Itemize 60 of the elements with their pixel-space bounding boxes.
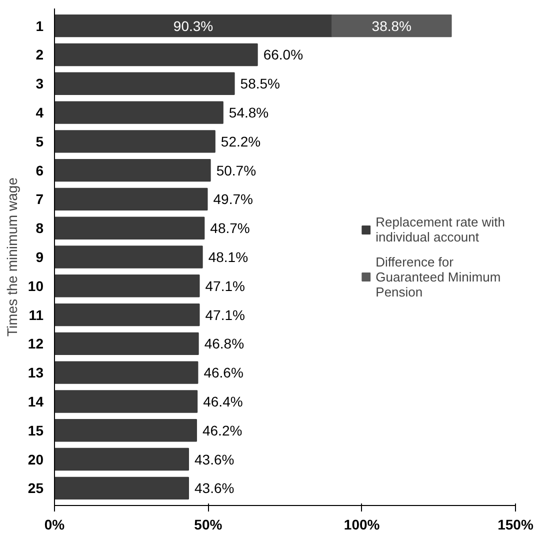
- data-label: 43.6%: [194, 451, 234, 468]
- data-label: 50.7%: [216, 162, 256, 178]
- bar: [54, 43, 258, 66]
- data-label: 58.5%: [240, 76, 280, 92]
- y-tick-label: 14: [28, 393, 44, 410]
- data-label: 54.8%: [228, 104, 269, 121]
- bar: [54, 158, 211, 182]
- legend-label: Difference for Guaranteed Minimum Pension: [376, 254, 501, 299]
- x-tick-label: 100%: [344, 516, 380, 532]
- x-tick-label: 50%: [194, 516, 223, 532]
- bar: [332, 14, 452, 38]
- y-tick-label: 1: [36, 18, 44, 34]
- y-tick-label: 8: [36, 220, 44, 236]
- y-tick-label: 12: [28, 336, 44, 352]
- x-tick-label: 150%: [498, 516, 534, 532]
- y-tick-label: 20: [28, 451, 44, 468]
- bar: [54, 72, 235, 95]
- data-label: 49.7%: [213, 191, 253, 208]
- data-label: 48.7%: [210, 220, 250, 236]
- bar: [54, 216, 205, 240]
- y-tick-label: 2: [36, 46, 44, 63]
- y-tick-label: 11: [28, 306, 44, 323]
- bar: [54, 419, 197, 442]
- bar: [54, 361, 198, 384]
- y-tick-label: 15: [28, 422, 44, 438]
- y-tick-label: 7: [36, 191, 44, 208]
- data-label: 52.2%: [220, 133, 261, 150]
- x-tick-label: 0%: [44, 516, 66, 532]
- bar: [54, 130, 216, 153]
- y-tick-label: 10: [28, 278, 44, 294]
- y-tick-label: 6: [36, 162, 44, 178]
- data-label: 46.4%: [203, 393, 243, 410]
- bar: [54, 274, 200, 298]
- data-label: 47.1%: [205, 306, 245, 323]
- bar: [54, 246, 203, 268]
- bar: [54, 448, 189, 471]
- data-label: 43.6%: [194, 480, 234, 496]
- legend-label: Replacement rate with individual account: [376, 214, 505, 244]
- bar: [54, 14, 333, 38]
- data-label: 46.6%: [204, 364, 244, 381]
- y-tick-label: 9: [36, 249, 44, 265]
- bar: [54, 390, 198, 413]
- data-label: 66.0%: [263, 46, 304, 63]
- y-tick-label: 25: [28, 480, 44, 496]
- bar: [54, 188, 208, 211]
- data-label: 47.1%: [205, 278, 245, 294]
- y-tick-label: 4: [36, 104, 44, 121]
- data-label: 38.8%: [372, 18, 412, 34]
- bar: [54, 476, 189, 500]
- data-label: 90.3%: [173, 18, 214, 34]
- y-tick-label: 3: [36, 76, 44, 92]
- y-axis-title: Times the minimum wage: [4, 177, 20, 336]
- y-tick-label: 5: [36, 133, 44, 150]
- bar: [54, 332, 199, 356]
- data-label: 48.1%: [208, 249, 248, 265]
- y-tick-label: 13: [28, 364, 44, 381]
- data-label: 46.2%: [202, 422, 242, 438]
- bar: [54, 101, 224, 124]
- data-label: 46.8%: [204, 336, 244, 352]
- bar: [54, 303, 200, 326]
